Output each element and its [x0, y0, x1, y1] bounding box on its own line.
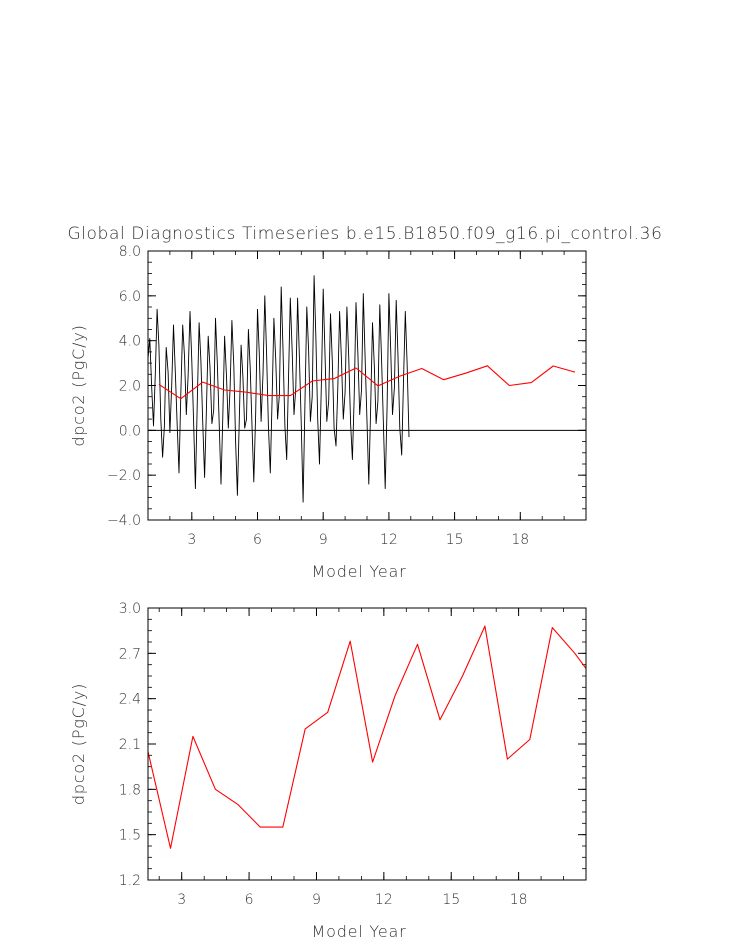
series-annual-mean-line	[147, 625, 587, 849]
y-tick-label: −4.0	[107, 513, 141, 529]
plot-frame	[147, 607, 587, 881]
y-tick-label: 6.0	[119, 289, 141, 305]
y-tick-label: 1.8	[119, 782, 141, 798]
x-tick-label: 12	[380, 532, 398, 548]
y-tick-label: 3.0	[119, 601, 141, 617]
y-tick-label: 2.4	[119, 692, 141, 708]
x-tick-label: 3	[177, 892, 186, 908]
y-tick-label: 4.0	[119, 334, 141, 350]
x-tick-label: 12	[375, 892, 393, 908]
y-tick-label: 0.0	[119, 423, 141, 439]
x-axis-label: Model Year	[312, 562, 407, 581]
x-tick-label: 3	[187, 532, 196, 548]
y-axis-label: dpco2 (PgC/y)	[69, 683, 88, 805]
bottom-panel: 1.2 1.5 1.8 2.1 2.4 2.7 3.0 3 6 9 12 15 18 Model Year…	[69, 601, 587, 941]
x-tick-label: 6	[253, 532, 262, 548]
x-tick-label: 6	[245, 892, 254, 908]
series-annual-mean-line	[158, 365, 576, 400]
series-monthly-line	[147, 275, 410, 503]
x-axis-label: Model Year	[312, 922, 407, 941]
x-tick-label: 15	[442, 892, 460, 908]
x-tick-label: 15	[446, 532, 464, 548]
y-tick-label: −2.0	[107, 468, 141, 484]
y-axis-label: dpco2 (PgC/y)	[69, 324, 88, 446]
plot-frame	[147, 250, 587, 521]
y-tick-label: 2.0	[119, 379, 141, 395]
x-tick-label: 18	[511, 532, 529, 548]
y-tick-label: 1.2	[119, 873, 141, 889]
minor-ticks	[148, 607, 587, 881]
y-tick-label: 2.1	[119, 737, 141, 753]
figure-title: Global Diagnostics Timeseries b.e15.B185…	[67, 224, 662, 244]
x-tick-label: 9	[312, 892, 321, 908]
x-tick-label: 18	[510, 892, 528, 908]
y-tick-label: 2.7	[119, 646, 141, 662]
x-tick-label: 9	[319, 532, 328, 548]
y-tick-label: 1.5	[119, 828, 141, 844]
y-tick-label: 8.0	[119, 244, 141, 260]
top-panel: −4.0 −2.0 0.0 2.0 4.0 6.0 8.0 3 6 9 12 15 18 Model Ye…	[69, 244, 587, 581]
